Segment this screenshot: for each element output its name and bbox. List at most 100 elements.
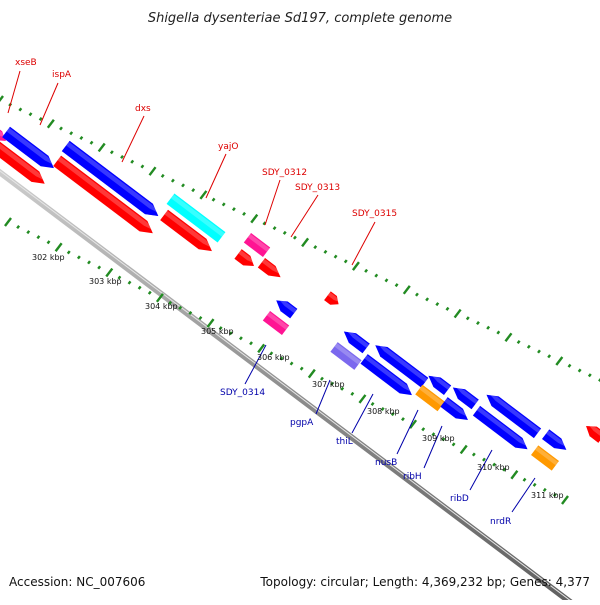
tick-mark xyxy=(242,211,246,216)
gene-ribh[interactable] xyxy=(440,397,471,425)
gene-nrdr-shine xyxy=(545,430,568,448)
tick-mark xyxy=(435,302,440,307)
gene-label-xseb[interactable]: xseB xyxy=(15,58,37,68)
gene-ispa[interactable] xyxy=(2,126,58,174)
gene-label-ribh[interactable]: ribH xyxy=(403,472,422,482)
tick-mark xyxy=(516,340,521,345)
gene-label-ispa[interactable]: ispA xyxy=(52,70,72,80)
gene-nusb[interactable] xyxy=(415,384,445,412)
tick-mark xyxy=(465,316,470,321)
backbone xyxy=(0,168,580,605)
gene-sdy0314[interactable] xyxy=(262,310,290,336)
tick-mark xyxy=(561,495,569,505)
gene-blue-d-shine xyxy=(454,385,479,404)
gene-ribd[interactable] xyxy=(483,390,542,439)
leader-nrdr xyxy=(511,477,536,513)
gene-ribh-body xyxy=(440,397,468,421)
tick-mark xyxy=(330,381,334,386)
gene-blue-d-body xyxy=(452,387,479,410)
gene-orange-2[interactable] xyxy=(531,445,559,471)
gene-label-sdy0315[interactable]: SDY_0315 xyxy=(352,209,397,219)
leader-nusb xyxy=(396,409,419,455)
gene-ribd-shine xyxy=(488,392,541,433)
tick-mark xyxy=(140,164,145,169)
tick-mark xyxy=(117,275,122,280)
gene-nrdr[interactable] xyxy=(542,429,570,454)
leader-yajo xyxy=(205,153,227,199)
tick-mark xyxy=(598,378,600,382)
gene-red-2-body xyxy=(53,155,153,234)
tick-mark xyxy=(504,332,513,342)
scale-labels: 302 kbp 303 kbp 304 kbp 305 kbp 306 kbp … xyxy=(32,253,564,500)
gene-thil[interactable] xyxy=(360,354,415,400)
genome-summary-text: Topology: circular; Length: 4,369,232 bp… xyxy=(259,575,590,589)
gene-xseb[interactable] xyxy=(0,124,9,146)
tick-mark xyxy=(471,452,476,457)
gene-label-yajo[interactable]: yajO xyxy=(218,142,238,152)
tick-mark xyxy=(425,297,430,302)
tick-mark xyxy=(431,432,436,437)
gene-red-3-body xyxy=(160,209,212,252)
gene-red-3-shine xyxy=(164,210,214,249)
tick-mark xyxy=(358,394,367,404)
tick-mark xyxy=(370,401,375,406)
tick-mark xyxy=(147,290,152,295)
gene-label-sdy0312[interactable]: SDY_0312 xyxy=(262,168,307,178)
gene-red-5[interactable] xyxy=(257,257,284,282)
tick-mark xyxy=(307,368,316,379)
tick-mark xyxy=(97,265,102,270)
tick-mark xyxy=(79,135,84,140)
gene-red-2[interactable] xyxy=(53,155,157,239)
gene-labels-bottom: SDY_0314 pgpA thiL nusB ribH ribD nrdR xyxy=(220,388,511,527)
gene-blue-small[interactable] xyxy=(273,296,298,319)
tick-mark xyxy=(510,470,519,480)
tick-mark xyxy=(87,260,91,265)
leader-ribd xyxy=(469,449,493,491)
gene-label-pgpa[interactable]: pgpA xyxy=(290,418,314,428)
gene-red-edge[interactable] xyxy=(582,421,600,443)
gene-pgpa-shade[interactable] xyxy=(330,342,362,370)
gene-label-nusb[interactable]: nusB xyxy=(375,458,397,468)
tick-mark xyxy=(492,462,497,467)
leader-lines xyxy=(7,70,536,513)
tick-mark xyxy=(394,283,399,288)
gene-dxs[interactable] xyxy=(61,140,162,221)
gene-red-4[interactable] xyxy=(234,249,257,271)
tick-mark xyxy=(206,318,215,328)
tick-mark xyxy=(522,477,527,482)
gene-red-1-body xyxy=(0,141,45,184)
gene-label-ribd[interactable]: ribD xyxy=(450,494,469,504)
tick-mark xyxy=(178,305,183,310)
tick-mark xyxy=(380,407,385,412)
gene-label-sdy0314[interactable]: SDY_0314 xyxy=(220,388,265,398)
gene-blue-a-shine xyxy=(345,329,370,348)
scale-label-308: 308 kbp xyxy=(367,407,400,416)
gene-sdy0314-body xyxy=(262,310,290,336)
gene-label-sdy0313[interactable]: SDY_0313 xyxy=(295,183,340,193)
gene-yajo[interactable] xyxy=(166,193,226,243)
tick-mark xyxy=(301,237,310,248)
gene-blue-small-shine xyxy=(277,298,297,314)
tick-mark xyxy=(269,351,274,356)
gene-label-nrdr[interactable]: nrdR xyxy=(490,517,511,527)
leader-sdy0313 xyxy=(290,194,319,238)
tick-mark xyxy=(69,131,74,136)
tick-mark xyxy=(36,235,41,240)
gene-blue-b[interactable] xyxy=(372,341,429,388)
tick-mark xyxy=(343,259,348,264)
gene-red-1[interactable] xyxy=(0,141,49,189)
gene-blue-a[interactable] xyxy=(340,327,370,354)
gene-blue-d[interactable] xyxy=(449,383,479,410)
gene-blue-c[interactable] xyxy=(425,371,452,396)
gene-red-3[interactable] xyxy=(160,209,216,257)
gene-blue-e[interactable] xyxy=(472,405,531,454)
gene-label-thil[interactable]: thiL xyxy=(336,437,353,447)
leader-ribh xyxy=(423,425,443,469)
tick-mark xyxy=(340,386,345,391)
gene-sdy0312[interactable] xyxy=(243,232,271,258)
gene-red-2-shine xyxy=(57,156,155,231)
tick-mark xyxy=(282,230,287,235)
gene-label-dxs[interactable]: dxs xyxy=(135,104,151,114)
gene-sdy0315[interactable] xyxy=(324,291,342,308)
tick-mark xyxy=(567,363,572,368)
